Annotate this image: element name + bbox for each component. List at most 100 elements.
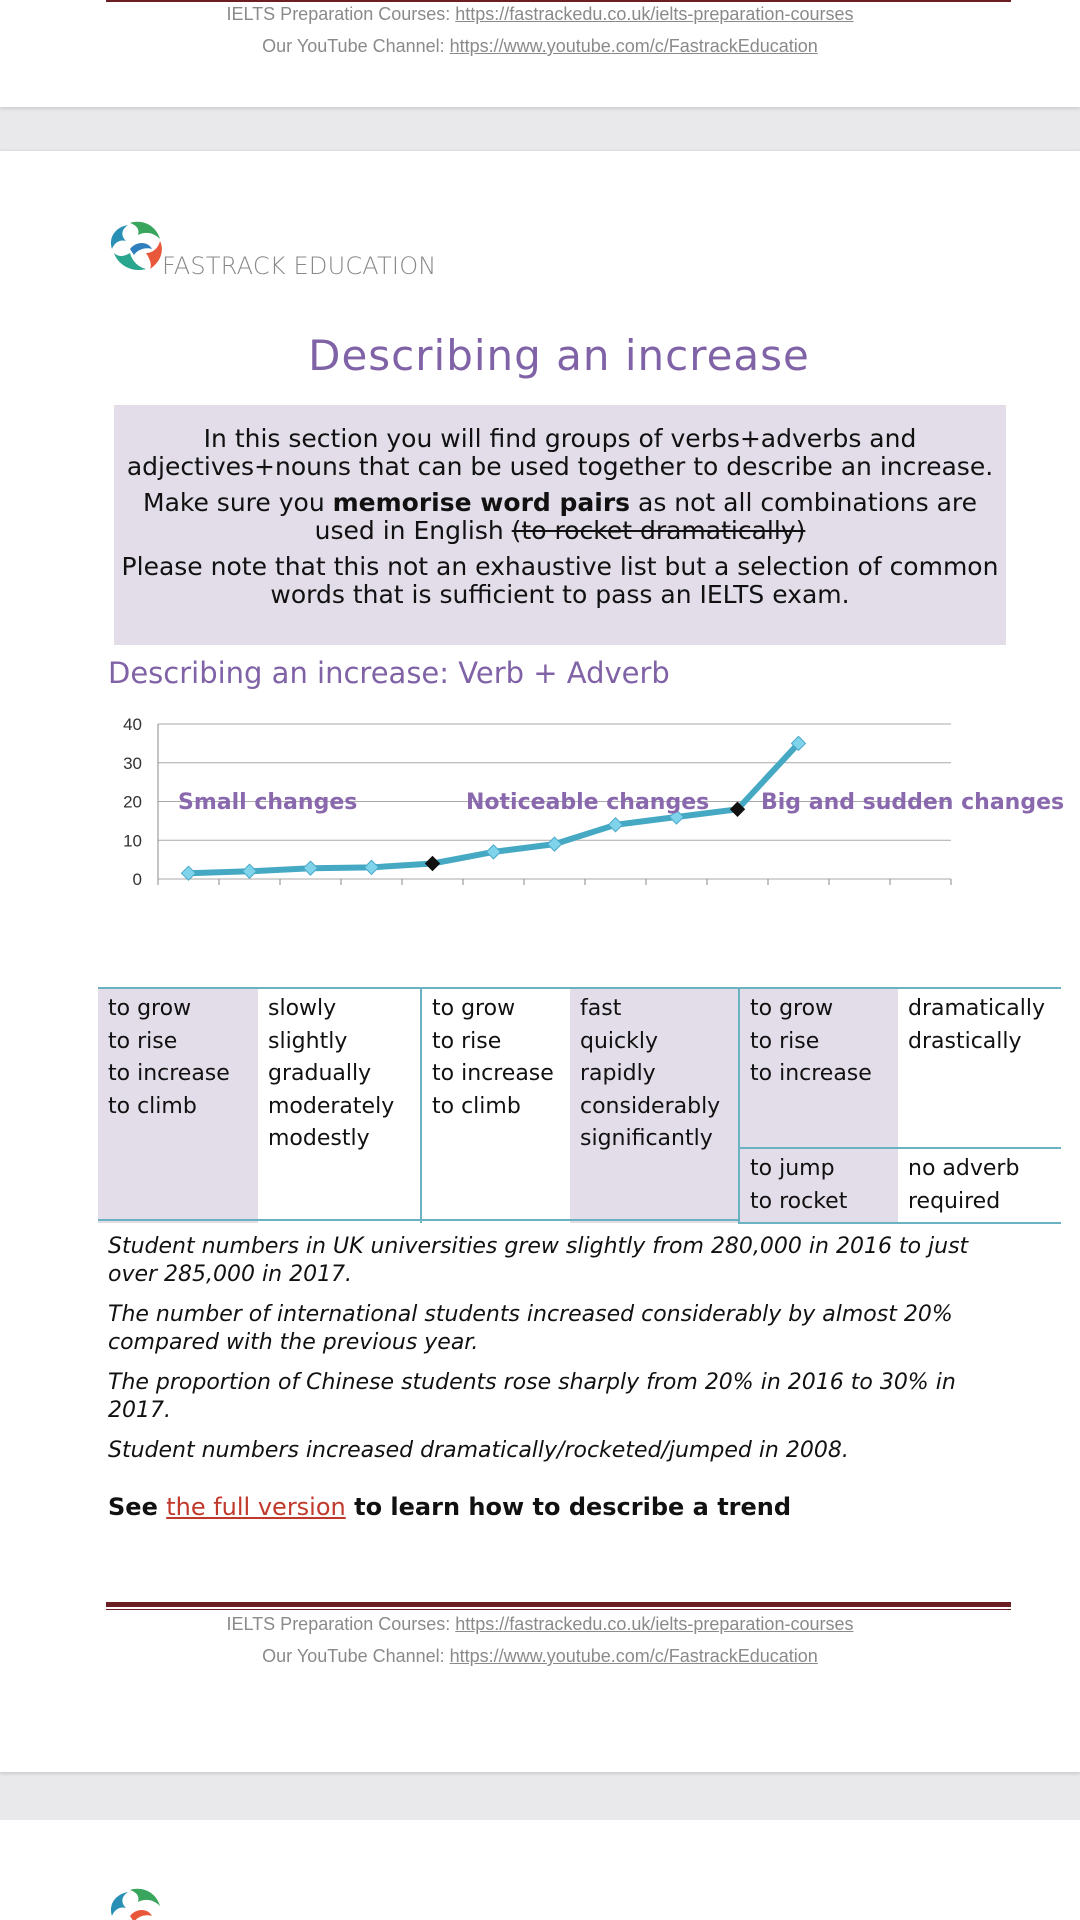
verb-item: to increase [108, 1061, 230, 1086]
small-verbs-cell: to grow to rise to increase to climb [98, 987, 258, 1223]
data-point [790, 735, 807, 752]
big-adverbs-list: dramatically drastically [908, 993, 1051, 1058]
adverb-item: considerably [580, 1093, 721, 1119]
adverb-item: slightly [268, 1028, 348, 1054]
y-tick-label: 20 [123, 793, 142, 812]
category-noticeable: Noticeable changes [466, 790, 710, 815]
see-post: to learn how to describe a trend [345, 1493, 792, 1521]
verb-item: to grow [108, 996, 192, 1021]
intro-paragraph-3: Please note that this not an exhaustive … [121, 552, 999, 609]
intro-p2-post: as not all combinations are used in Engl… [314, 488, 977, 545]
line-chart: 40 30 20 10 0 [123, 715, 952, 889]
footer-courses-link-2[interactable]: https://fastrackedu.co.uk/ielts-preparat… [455, 1614, 854, 1634]
intro-p2-bold: memorise word pairs [332, 488, 631, 517]
adverb-item: rapidly [580, 1061, 656, 1086]
adverb-item: drastically [908, 1028, 1022, 1054]
footer-courses-label-2: IELTS Preparation Courses: [226, 1614, 456, 1634]
data-point [302, 860, 319, 876]
y-tick-label: 30 [123, 754, 142, 773]
small-verbs-list: to grow to rise to increase to climb [108, 993, 248, 1123]
page-1-bottom: IELTS Preparation Courses: https://fastr… [0, 0, 1080, 107]
section-title: Describing an increase: Verb + Adverb [108, 656, 670, 690]
footer-youtube-label-2: Our YouTube Channel: [262, 1646, 450, 1666]
verb-item: to rise [750, 1028, 820, 1054]
footer-courses-label: IELTS Preparation Courses: [226, 4, 456, 24]
footer-youtube: Our YouTube Channel: https://www.youtube… [0, 36, 1080, 57]
footer-courses-link[interactable]: https://fastrackedu.co.uk/ielts-preparat… [455, 4, 854, 24]
big-adverbs2-cell: no adverb required [898, 1147, 1061, 1224]
data-point [424, 855, 441, 872]
table-bottom-rule [98, 1219, 739, 1221]
verb-item: to climb [432, 1093, 521, 1119]
footer-rule-thick [106, 1602, 1011, 1607]
verb-adverb-table: to grow to rise to increase to climb slowly… [98, 987, 1061, 1224]
note-item: required [908, 1188, 1001, 1214]
verb-item: to grow [432, 996, 516, 1021]
note-item: no adverb [908, 1156, 1020, 1181]
big-verbs2-cell: to jump to rocket [738, 1147, 898, 1224]
category-small: Small changes [178, 790, 358, 815]
verb-item: to increase [432, 1061, 554, 1086]
footer-courses: IELTS Preparation Courses: https://fastr… [0, 4, 1080, 25]
intro-paragraph-2: Make sure you memorise word pairs as not… [114, 489, 1006, 545]
big-verbs-list: to grow to rise to increase [750, 993, 888, 1091]
data-point [180, 865, 197, 881]
verb-item: to climb [108, 1093, 197, 1119]
footer-youtube-2: Our YouTube Channel: https://www.youtube… [0, 1646, 1080, 1667]
logo-text: FASTRACK EDUCATION [162, 252, 437, 280]
see-full-version: See the full version to learn how to des… [108, 1493, 791, 1521]
data-point [363, 859, 380, 876]
intro-paragraph-1: In this section you will find groups of … [126, 424, 994, 481]
footer-rule-thin [106, 1609, 1011, 1610]
example-4: Student numbers increased dramatically/r… [108, 1438, 849, 1463]
adverb-item: modestly [268, 1126, 370, 1151]
verb-item: to increase [750, 1061, 872, 1086]
adverb-item: significantly [580, 1126, 713, 1151]
verb-item: to rise [432, 1028, 502, 1054]
noticeable-adverbs-list: fast quickly rapidly considerably significan… [580, 993, 728, 1156]
verb-item: to rocket [750, 1188, 848, 1214]
intro-p2-pre: Make sure you [143, 488, 333, 517]
data-point [485, 844, 502, 860]
page-3-top [0, 1820, 1080, 1920]
footer-youtube-label: Our YouTube Channel: [262, 36, 450, 56]
examples: Student numbers in UK universities grew … [108, 1233, 1008, 1477]
small-adverbs-list: slowly slightly gradually moderately modestl… [268, 993, 410, 1156]
y-tick-label: 40 [123, 715, 142, 734]
verb-item: to jump [750, 1156, 835, 1181]
small-adverbs-cell: slowly slightly gradually moderately modestl… [258, 987, 421, 1223]
data-point [668, 809, 685, 825]
big-adverbs-cell: dramatically drastically [898, 987, 1061, 1148]
category-big: Big and sudden changes [761, 790, 1065, 815]
full-version-link[interactable]: the full version [166, 1493, 346, 1521]
intro-p2-strike: (to rocket dramatically) [511, 516, 806, 545]
data-point [729, 801, 746, 817]
data-point [241, 863, 258, 879]
noticeable-verbs-cell: to grow to rise to increase to climb [420, 987, 570, 1223]
big-adverbs2-list: no adverb required [908, 1153, 1051, 1218]
data-point [546, 836, 563, 852]
adverb-item: moderately [268, 1093, 395, 1119]
footer-courses-2: IELTS Preparation Courses: https://fastr… [0, 1614, 1080, 1635]
noticeable-adverbs-cell: fast quickly rapidly considerably significan… [570, 987, 739, 1223]
fastrack-logo-icon-partial [110, 1888, 160, 1920]
footer-youtube-link-2[interactable]: https://www.youtube.com/c/FastrackEducat… [449, 1646, 818, 1666]
adverb-item: dramatically [908, 996, 1045, 1021]
big-verbs2-list: to jump to rocket [750, 1153, 888, 1218]
adverb-item: quickly [580, 1028, 658, 1054]
adverb-item: gradually [268, 1061, 372, 1086]
verb-item: to grow [750, 996, 834, 1021]
fastrack-logo-icon [110, 221, 162, 271]
example-1: Student numbers in UK universities grew … [108, 1234, 969, 1287]
intro-box: In this section you will find groups of … [114, 405, 1006, 645]
see-pre: See [108, 1493, 167, 1521]
footer-youtube-link[interactable]: https://www.youtube.com/c/FastrackEducat… [449, 36, 818, 56]
footer-rule [106, 0, 1011, 2]
page-title: Describing an increase [308, 331, 810, 380]
y-tick-label: 0 [133, 870, 142, 889]
noticeable-verbs-list: to grow to rise to increase to climb [432, 993, 560, 1123]
adverb-item: fast [580, 996, 622, 1021]
page-2: FASTRACK EDUCATION Describing an increas… [0, 151, 1080, 1772]
data-point [607, 817, 624, 833]
y-tick-label: 10 [123, 831, 142, 850]
